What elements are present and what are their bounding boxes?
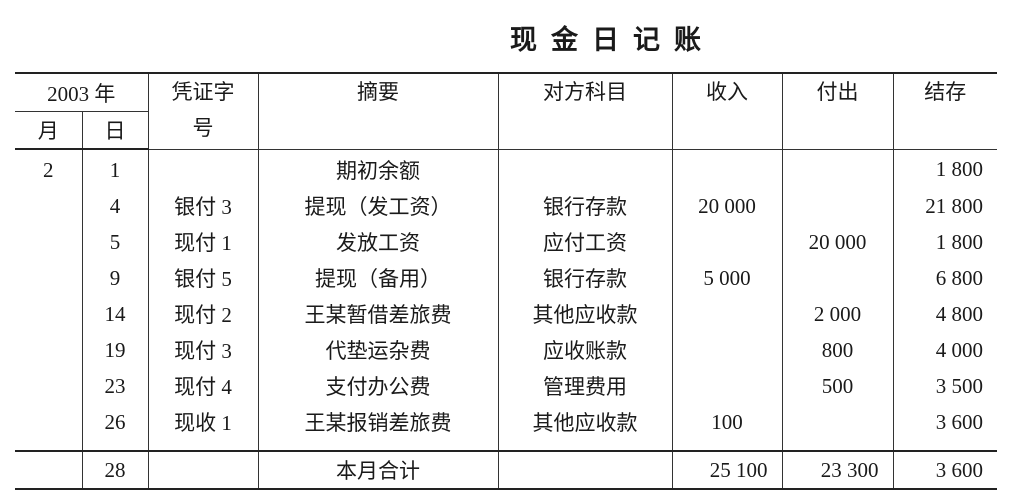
cell-summary: 提现（备用）	[257, 260, 499, 296]
cell-balance: 3 500	[892, 368, 997, 404]
cell-voucher: 现收 1	[147, 404, 259, 440]
header-account: 对方科目	[497, 72, 673, 150]
total-account	[497, 450, 673, 490]
header-day: 日	[81, 111, 148, 150]
table-row: 9 银付 5 提现（备用） 银行存款 5 000 6 800	[15, 260, 997, 296]
cell-summary: 支付办公费	[257, 368, 499, 404]
cell-balance: 1 800	[892, 149, 997, 188]
cell-income	[671, 368, 783, 404]
table-row: 26 现收 1 王某报销差旅费 其他应收款 100 3 600	[15, 404, 997, 440]
table-row: 5 现付 1 发放工资 应付工资 20 000 1 800	[15, 224, 997, 260]
cell-expense: 2 000	[781, 296, 894, 332]
total-income: 25 100	[671, 450, 783, 490]
cell-summary: 发放工资	[257, 224, 499, 260]
cell-income	[671, 149, 783, 188]
cell-expense: 800	[781, 332, 894, 368]
cell-income	[671, 296, 783, 332]
cell-expense	[781, 149, 894, 188]
cell-voucher: 现付 3	[147, 332, 259, 368]
cell-month: 2	[15, 149, 83, 188]
cell-account	[497, 149, 673, 188]
cell-voucher: 银付 5	[147, 260, 259, 296]
total-balance: 3 600	[892, 450, 997, 490]
cell-summary: 王某报销差旅费	[257, 404, 499, 440]
cell-day: 26	[81, 404, 149, 440]
cell-balance: 6 800	[892, 260, 997, 296]
cell-voucher	[147, 149, 259, 188]
cell-balance: 21 800	[892, 188, 997, 224]
cell-balance: 4 800	[892, 296, 997, 332]
cell-day: 4	[81, 188, 149, 224]
total-voucher	[147, 450, 259, 490]
cell-voucher: 现付 1	[147, 224, 259, 260]
cell-month	[15, 332, 83, 368]
cell-account: 银行存款	[497, 188, 673, 224]
table-row: 2 1 期初余额 1 800	[15, 149, 997, 188]
cell-income: 5 000	[671, 260, 783, 296]
cell-month	[15, 368, 83, 404]
cell-account: 银行存款	[497, 260, 673, 296]
cell-day: 23	[81, 368, 149, 404]
cell-account: 应收账款	[497, 332, 673, 368]
cell-month	[15, 224, 83, 260]
cell-summary: 期初余额	[257, 149, 499, 188]
cell-month	[15, 296, 83, 332]
header-balance: 结存	[892, 72, 997, 150]
cell-income: 20 000	[671, 188, 783, 224]
cell-day: 14	[81, 296, 149, 332]
cell-voucher: 银付 3	[147, 188, 259, 224]
cell-month	[15, 404, 83, 440]
cell-month	[15, 188, 83, 224]
cell-account: 管理费用	[497, 368, 673, 404]
header-voucher: 凭证字号	[147, 72, 259, 150]
cell-month	[15, 260, 83, 296]
total-row: 28 本月合计 25 100 23 300 3 600	[15, 450, 997, 490]
cell-expense: 20 000	[781, 224, 894, 260]
cell-balance: 4 000	[892, 332, 997, 368]
cell-expense: 500	[781, 368, 894, 404]
table-row: 23 现付 4 支付办公费 管理费用 500 3 500	[15, 368, 997, 404]
table-row: 4 银付 3 提现（发工资） 银行存款 20 000 21 800	[15, 188, 997, 224]
header-income: 收入	[671, 72, 783, 150]
cell-summary: 提现（发工资）	[257, 188, 499, 224]
page-title: 现金日记账	[510, 25, 715, 56]
cell-balance: 1 800	[892, 224, 997, 260]
cell-voucher: 现付 2	[147, 296, 259, 332]
cell-day: 9	[81, 260, 149, 296]
cell-summary: 王某暂借差旅费	[257, 296, 499, 332]
cell-balance: 3 600	[892, 404, 997, 440]
header-month: 月	[15, 111, 83, 150]
cell-account: 其他应收款	[497, 296, 673, 332]
cell-expense	[781, 404, 894, 440]
table-row: 19 现付 3 代垫运杂费 应收账款 800 4 000	[15, 332, 997, 368]
cell-summary: 代垫运杂费	[257, 332, 499, 368]
total-summary: 本月合计	[257, 450, 499, 490]
total-month	[15, 450, 83, 490]
cell-income: 100	[671, 404, 783, 440]
cell-expense	[781, 260, 894, 296]
header-summary: 摘要	[257, 72, 499, 150]
cash-journal-table: 2003 年 凭证字号 摘要 对方科目 收入 付出 结存 月 日 2 1 期初余额 1…	[15, 72, 997, 490]
cell-account: 应付工资	[497, 224, 673, 260]
cell-account: 其他应收款	[497, 404, 673, 440]
cell-day: 19	[81, 332, 149, 368]
cell-income	[671, 332, 783, 368]
table-row: 14 现付 2 王某暂借差旅费 其他应收款 2 000 4 800	[15, 296, 997, 332]
total-day: 28	[81, 450, 149, 490]
cell-expense	[781, 188, 894, 224]
total-expense: 23 300	[781, 450, 894, 490]
header-expense: 付出	[781, 72, 894, 150]
cell-voucher: 现付 4	[147, 368, 259, 404]
cell-income	[671, 224, 783, 260]
cell-day: 5	[81, 224, 149, 260]
header-year: 2003 年	[15, 72, 149, 112]
cell-day: 1	[81, 149, 149, 188]
